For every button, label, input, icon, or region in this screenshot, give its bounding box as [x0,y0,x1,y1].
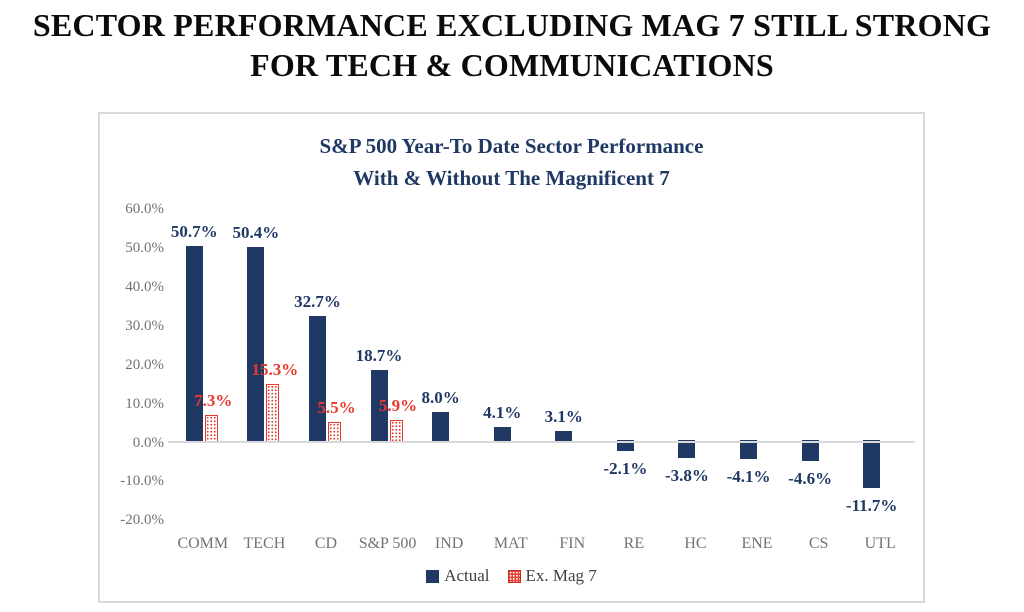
chart-title-line2: With & Without The Magnificent 7 [353,166,670,190]
legend-item-actual: Actual [426,566,490,586]
x-axis-label-RE: RE [623,535,645,552]
legend-item-ex-mag7: Ex. Mag 7 [507,566,597,586]
y-axis-tick-label: 0.0% [132,434,164,451]
chart-frame: S&P 500 Year-To Date Sector Performance … [98,112,925,603]
bar-ex-value-label: 7.3% [194,390,233,410]
bar-ex-mag7-COMM [204,414,218,443]
y-axis-tick-label: 40.0% [125,279,164,295]
bar-actual-TECH [247,247,265,443]
bar-actual-MAT [493,427,511,443]
bar-value-label: -3.8% [664,465,709,485]
chart-legend: Actual Ex. Mag 7 [100,566,923,586]
bar-actual-IND [432,411,450,443]
page-title-line2: FOR TECH & COMMUNICATIONS [250,47,774,83]
bar-actual-CS [801,440,819,461]
y-axis-tick-label: -20.0% [120,512,164,529]
bar-actual-S&P 500 [370,370,388,443]
bar-value-label: 32.7% [294,291,341,311]
bar-ex-value-label: 5.9% [378,396,418,416]
legend-swatch-ex-mag7-icon [507,569,521,583]
x-axis-label-FIN: FIN [559,535,586,552]
chart-title: S&P 500 Year-To Date Sector Performance … [100,130,923,194]
bar-actual-UTL [863,440,881,489]
x-axis-label-ENE: ENE [741,535,773,552]
y-axis-tick-label: 30.0% [125,317,164,334]
bar-value-label: 50.7% [170,221,218,241]
bar-actual-CD [308,315,326,443]
bar-actual-HC [678,440,696,458]
bar-ex-mag7-S&P 500 [389,420,403,443]
bar-value-label: -2.1% [603,459,648,479]
bar-value-label: 4.1% [483,403,522,423]
zero-axis-line [168,441,915,443]
bar-value-label: -4.6% [788,468,833,488]
bar-value-label: 50.4% [232,223,280,243]
x-axis-label-COMM: COMM [177,535,229,552]
x-axis-label-HC: HC [684,535,707,552]
bar-actual-ENE [740,440,758,459]
y-axis-tick-label: 20.0% [125,356,164,373]
page-title: SECTOR PERFORMANCE EXCLUDING MAG 7 STILL… [0,5,1024,85]
y-axis-tick-label: -10.0% [120,473,164,490]
y-axis-tick-label: 50.0% [125,240,164,257]
y-axis-tick-label: 10.0% [125,395,164,412]
bar-ex-value-label: 5.5% [317,397,356,417]
bar-actual-COMM [185,245,203,443]
x-axis-label-MAT: MAT [493,535,528,552]
x-axis-label-UTL: UTL [864,535,896,552]
legend-swatch-actual-icon [426,569,440,583]
x-axis-label-TECH: TECH [243,535,286,552]
page-title-line1: SECTOR PERFORMANCE EXCLUDING MAG 7 STILL… [32,7,992,43]
legend-label-ex-mag7: Ex. Mag 7 [525,566,597,585]
bar-ex-mag7-TECH [266,383,280,443]
bar-actual-FIN [555,430,573,443]
bar-actual-RE [616,440,634,452]
bar-value-label: 3.1% [544,406,583,426]
bar-value-label: -11.7% [845,496,898,516]
x-axis-label-CD: CD [314,535,338,552]
bar-value-label: -4.1% [726,466,771,486]
bar-value-label: 18.7% [355,346,403,366]
x-axis-label-S&P 500: S&P 500 [358,535,417,552]
bar-value-label: 8.0% [421,387,460,407]
bar-ex-mag7-CD [327,421,341,443]
y-axis-tick-label: 60.0% [125,201,164,218]
x-axis-label-IND: IND [434,535,464,552]
x-axis-label-CS: CS [808,535,829,552]
bar-ex-value-label: 15.3% [251,359,299,379]
legend-label-actual: Actual [444,566,490,585]
chart-title-line1: S&P 500 Year-To Date Sector Performance [319,134,704,158]
